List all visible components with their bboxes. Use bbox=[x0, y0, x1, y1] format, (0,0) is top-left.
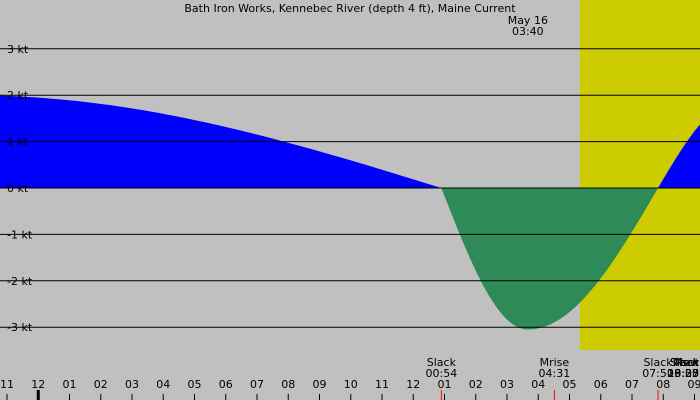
x-tick-label: 05 bbox=[188, 378, 202, 391]
event-label: New bbox=[675, 356, 699, 369]
x-tick-label: 01 bbox=[438, 378, 452, 391]
event-time: 20:25 bbox=[667, 367, 699, 380]
event-time: 00:54 bbox=[426, 367, 458, 380]
event-label: Slack bbox=[670, 356, 700, 369]
y-axis-labels: 3 kt 2 kt 1 kt 0 kt -1 kt -2 kt -3 kt bbox=[7, 43, 33, 334]
y-tick-label: -2 kt bbox=[7, 275, 33, 288]
x-axis-ticks: 11 12 01 02 03 04 05 06 07 08 09 10 11 12 01 02 03 04 05 06… bbox=[0, 378, 700, 400]
x-tick-label: 03 bbox=[500, 378, 514, 391]
x-tick-label: 08 bbox=[656, 378, 670, 391]
x-tick-label: 04 bbox=[531, 378, 545, 391]
x-tick-label: 05 bbox=[563, 378, 577, 391]
chart-title: Bath Iron Works, Kennebec River (depth 4… bbox=[184, 2, 516, 15]
x-tick-label: 09 bbox=[688, 378, 700, 391]
event-label: Mrise bbox=[540, 356, 570, 369]
x-tick-label: 01 bbox=[63, 378, 77, 391]
event-label: Slack bbox=[643, 356, 673, 369]
event-time: 07:50 bbox=[642, 367, 674, 380]
x-tick-label: 11 bbox=[0, 378, 14, 391]
x-tick-label: 06 bbox=[594, 378, 608, 391]
x-tick-label: 02 bbox=[94, 378, 108, 391]
y-tick-label: -1 kt bbox=[7, 228, 33, 241]
y-tick-label: 3 kt bbox=[7, 43, 29, 56]
flood-current-area bbox=[0, 95, 700, 188]
x-tick-label: 06 bbox=[219, 378, 233, 391]
event-time: 16:03 bbox=[667, 367, 699, 380]
x-tick-label: 02 bbox=[469, 378, 483, 391]
x-tick-label: 07 bbox=[625, 378, 639, 391]
event-label: Mset bbox=[673, 356, 700, 369]
extreme-time: 03:40 bbox=[512, 25, 544, 38]
y-tick-label: 1 kt bbox=[7, 136, 29, 149]
y-tick-label: 2 kt bbox=[7, 89, 29, 102]
event-time: 04:31 bbox=[539, 367, 571, 380]
event-label: Slack bbox=[670, 356, 700, 369]
x-tick-label: 12 bbox=[31, 378, 45, 391]
x-tick-label: 10 bbox=[344, 378, 358, 391]
event-time: 13:30 bbox=[667, 367, 699, 380]
x-tick-label: 03 bbox=[125, 378, 139, 391]
y-tick-label: -3 kt bbox=[7, 321, 33, 334]
x-tick-label: 12 bbox=[406, 378, 420, 391]
x-tick-label: 09 bbox=[313, 378, 327, 391]
event-label: Slack bbox=[427, 356, 457, 369]
event-labels: Slack00:54Mrise04:31Slack07:50Slack13:30… bbox=[426, 356, 700, 400]
x-tick-label: 11 bbox=[375, 378, 389, 391]
x-tick-label: 08 bbox=[281, 378, 295, 391]
y-tick-label: 0 kt bbox=[7, 182, 29, 195]
x-tick-label: 04 bbox=[156, 378, 170, 391]
event-time: 19:37 bbox=[667, 367, 699, 380]
ebb-current-area bbox=[0, 188, 700, 330]
kt-gridlines bbox=[0, 48, 700, 328]
extreme-date: May 16 bbox=[508, 14, 548, 27]
x-tick-label: 07 bbox=[250, 378, 264, 391]
